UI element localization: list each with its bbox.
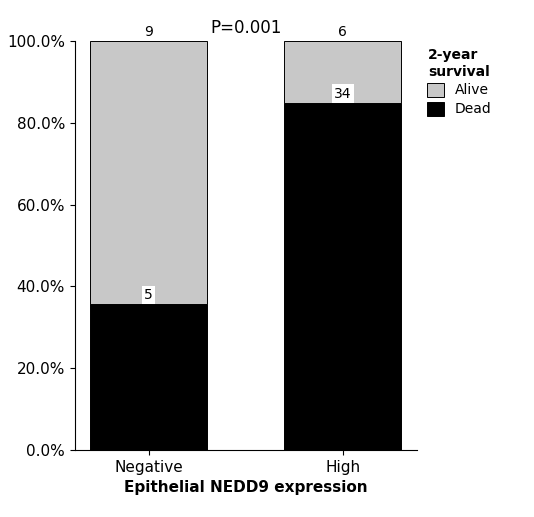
Text: 9: 9 — [144, 25, 153, 39]
Bar — [285, 102, 401, 450]
Bar — [90, 41, 207, 304]
Text: 6: 6 — [339, 25, 347, 39]
Text: 34: 34 — [334, 86, 351, 101]
Bar — [285, 41, 401, 102]
X-axis label: Epithelial NEDD9 expression: Epithelial NEDD9 expression — [124, 480, 367, 495]
Bar — [90, 304, 207, 450]
Text: 5: 5 — [144, 288, 153, 302]
Legend: Alive, Dead: Alive, Dead — [427, 48, 491, 116]
Title: P=0.001: P=0.001 — [210, 19, 281, 37]
